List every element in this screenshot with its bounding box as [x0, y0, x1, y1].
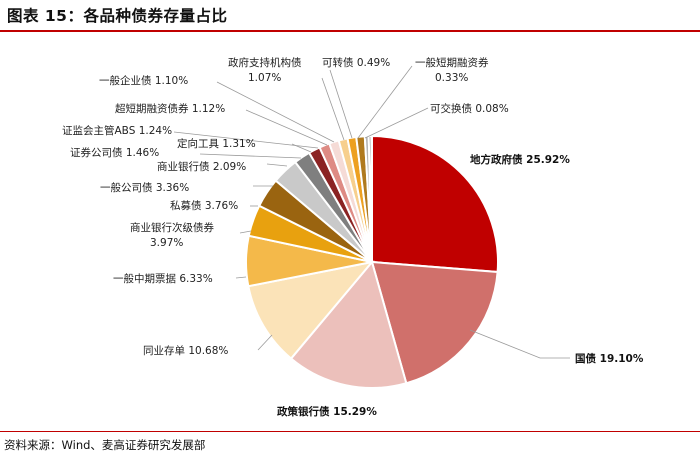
- slice-label-7: 私募债 3.76%: [170, 199, 238, 212]
- pie-slice-2: [370, 260, 499, 385]
- slice-label-2: 国债 19.10%: [575, 352, 644, 365]
- leader-line-13: [245, 109, 328, 146]
- pie-slices: [245, 134, 499, 389]
- leader-line-10: [199, 153, 302, 159]
- slice-label-4: 同业存单 10.68%: [143, 344, 228, 357]
- slice-label-9: 商业银行债 2.09%: [157, 160, 246, 173]
- slice-label-16: 可转债 0.49%: [322, 56, 390, 69]
- slice-label-14: 一般企业债 1.10%: [99, 74, 188, 87]
- slice-label-17: 一般短期融资券 0.33%: [415, 56, 489, 84]
- leader-line-2: [469, 329, 570, 359]
- pie-slice-4: [247, 260, 375, 360]
- leader-line-12: [173, 131, 319, 149]
- slice-label-12: 证监会主管ABS 1.24%: [62, 124, 172, 137]
- leader-line-6: [239, 230, 252, 234]
- leader-line-5: [235, 276, 247, 279]
- slice-label-15: 政府支持机构债 1.07%: [228, 56, 302, 84]
- leader-line-4: [257, 334, 273, 351]
- leader-line-17: [357, 65, 413, 139]
- leader-line-18: [364, 107, 429, 139]
- leader-line-15: [321, 77, 345, 141]
- leader-lines: [173, 65, 570, 359]
- leader-line-16: [329, 69, 353, 139]
- slice-label-6: 商业银行次级债券 3.97%: [130, 221, 214, 249]
- slice-label-3: 政策银行债 15.29%: [277, 405, 377, 418]
- slice-label-10: 证券公司债 1.46%: [70, 146, 159, 159]
- slice-label-1: 地方政府债 25.92%: [470, 153, 570, 166]
- slice-labels: 地方政府债 25.92% 国债 19.10% 政策银行债 15.29% 同业存单 10…: [62, 56, 644, 418]
- slice-label-8: 一般公司债 3.36%: [100, 181, 189, 194]
- pie-slice-3: [289, 259, 408, 389]
- source-divider: [0, 431, 700, 432]
- title-divider: [0, 30, 700, 32]
- figure-title: 图表 15：各品种债券存量占比: [7, 7, 228, 25]
- slice-label-11: 定向工具 1.31%: [177, 137, 256, 150]
- source-note: 资料来源：Wind、麦高证券研究发展部: [4, 438, 206, 452]
- leader-line-14: [216, 81, 335, 143]
- slice-label-13: 超短期融资债券 1.12%: [115, 102, 225, 115]
- slice-label-5: 一般中期票据 6.33%: [113, 272, 213, 285]
- leader-line-9: [266, 163, 288, 167]
- slice-label-18: 可交换债 0.08%: [430, 102, 509, 115]
- pie-slice-18: [370, 134, 373, 263]
- pie-slice-1: [371, 134, 499, 274]
